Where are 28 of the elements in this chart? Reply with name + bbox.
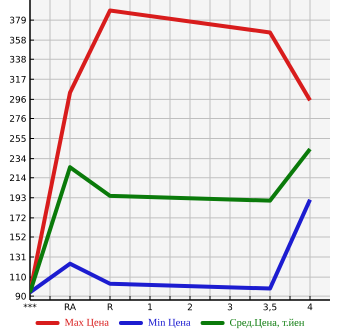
line-series — [30, 147, 312, 294]
y-tick-label: 255 — [10, 135, 26, 142]
legend-label: Max Цена — [64, 318, 109, 328]
x-tick-label: R — [108, 304, 113, 310]
y-tick-label: 234 — [10, 155, 26, 162]
y-tick-label: 214 — [10, 174, 26, 182]
y-tick-label: 131 — [10, 254, 26, 260]
y-tick-label: 379 — [10, 16, 26, 24]
x-tick-label: 2 — [188, 304, 192, 310]
y-tick-label: 172 — [10, 214, 26, 222]
y-tick-label: 152 — [10, 234, 26, 240]
x-tick-label: 3,5 — [264, 304, 276, 312]
y-tick-label: 317 — [10, 76, 26, 83]
x-tick-label: *** — [24, 304, 36, 308]
y-tick-label: 276 — [10, 115, 26, 122]
y-tick-label: 296 — [10, 96, 26, 103]
legend-label: Min Цена — [148, 318, 190, 328]
line-series — [30, 198, 312, 294]
x-tick-label: 3 — [228, 304, 232, 310]
x-tick-label: RA — [64, 304, 76, 310]
x-tick-label: 4 — [308, 304, 312, 310]
y-tick-label: 358 — [10, 36, 26, 44]
y-tick-label: 338 — [10, 56, 26, 63]
legend-label: Сред.Цена, т.йен — [230, 318, 304, 328]
x-tick-label: 1 — [148, 304, 152, 310]
y-tick-label: 193 — [10, 194, 26, 202]
y-tick-label: 110 — [10, 274, 26, 280]
y-tick-label: 90 — [16, 292, 26, 300]
